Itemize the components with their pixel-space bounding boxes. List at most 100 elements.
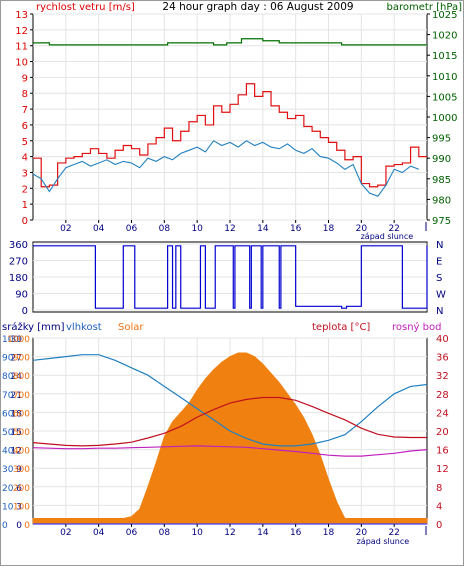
rain-axis-title: srážky [mm] [2, 321, 65, 333]
hour-tick-label: 20 [356, 224, 368, 234]
baro-tick-label: 1005 [432, 92, 457, 103]
wind-average-line [32, 140, 419, 197]
direction-tick-label: 90 [15, 290, 28, 301]
solar-tick-label: 0 [24, 521, 30, 531]
solar-tick-label: 600 [13, 409, 30, 419]
temperature-tick-label: 0 [436, 520, 442, 531]
solar-tick-label: 1000 [7, 335, 30, 345]
wind-tick-label: 9 [22, 73, 28, 84]
hour-tick-label: 06 [126, 224, 138, 234]
baro-tick-label: 1020 [432, 31, 457, 42]
baro-tick-label: 1025 [432, 10, 457, 21]
wind-tick-label: 5 [22, 137, 28, 148]
hour-tick-label: 16 [290, 528, 302, 538]
humidity-tick-label: 50 [2, 428, 14, 438]
compass-tick-label: E [436, 257, 442, 268]
hour-tick-label: 04 [93, 224, 105, 234]
humidity-tick-label: 0 [2, 521, 8, 531]
baro-tick-label: 985 [432, 175, 451, 186]
wind-direction-line [33, 245, 428, 309]
temperature-tick-label: 24 [436, 408, 449, 419]
compass-tick-label: N [436, 240, 443, 251]
rain-tick-label: 30 [11, 335, 23, 345]
baro-tick-label: 1010 [432, 72, 457, 83]
solar-tick-label: 900 [13, 354, 30, 364]
solar-tick-label: 100 [13, 502, 30, 512]
rain-tick-label: 0 [16, 521, 22, 531]
panel-temperature-humidity-solar: 0369121518212427300102030405060708090100… [2, 334, 449, 546]
humidity-axis-title: vlhkost [66, 322, 102, 333]
temperature-tick-label: 12 [436, 464, 449, 475]
wind-tick-label: 1 [22, 200, 28, 211]
hour-tick-label: 14 [257, 528, 269, 538]
hour-tick-label: 12 [224, 528, 235, 538]
humidity-tick-label: 90 [2, 354, 14, 364]
hour-tick-label: 20 [356, 528, 368, 538]
rain-tick-label: 27 [11, 354, 22, 364]
baro-tick-label: 980 [432, 195, 451, 206]
solar-tick-label: 400 [13, 447, 30, 457]
wind-tick-label: 13 [15, 10, 28, 21]
baro-tick-label: 995 [432, 134, 451, 145]
solar-axis-title: Solar [118, 322, 144, 333]
sunset-marker: západ slunce [361, 232, 414, 241]
temperature-tick-label: 32 [436, 371, 449, 382]
baro-tick-label: 990 [432, 154, 451, 165]
sunset-marker: západ slunce [357, 537, 410, 546]
humidity-tick-label: 40 [2, 447, 14, 457]
rain-tick-label: 18 [11, 409, 23, 419]
direction-tick-label: 0 [22, 306, 28, 317]
rain-tick-label: 9 [16, 465, 22, 475]
wind-speed-line [33, 83, 427, 188]
humidity-tick-label: 80 [2, 372, 14, 382]
hour-tick-label: 10 [191, 528, 203, 538]
chart-title: 24 hour graph day : 06 August 2009 [162, 1, 353, 13]
hour-tick-label: 12 [224, 224, 235, 234]
hour-tick-label: 04 [93, 528, 105, 538]
dewpoint-axis-title: rosný bod [392, 321, 441, 333]
solar-tick-label: 500 [13, 428, 30, 438]
direction-tick-label: 360 [9, 240, 28, 251]
wind-tick-label: 11 [15, 42, 28, 53]
wind-tick-label: 6 [22, 121, 28, 132]
temperature-tick-label: 4 [436, 501, 442, 512]
hour-tick-label: 18 [323, 224, 335, 234]
baro-tick-label: 1000 [432, 113, 457, 124]
compass-tick-label: W [436, 290, 446, 301]
wind-tick-label: 12 [15, 26, 28, 37]
rain-tick-label: 21 [11, 391, 22, 401]
hour-tick-label: 02 [60, 528, 71, 538]
solar-tick-label: 700 [13, 391, 30, 401]
temperature-tick-label: 20 [436, 427, 449, 438]
dewpoint-line [32, 445, 428, 457]
wind-tick-label: 3 [22, 168, 28, 179]
baro-axis-title: barometr [hPa] [387, 2, 463, 13]
temperature-tick-label: 36 [436, 353, 449, 364]
direction-tick-label: 270 [9, 257, 28, 268]
temperature-line [32, 396, 427, 447]
solar-tick-label: 300 [13, 465, 30, 475]
rain-tick-label: 24 [11, 372, 23, 382]
wind-tick-label: 4 [22, 153, 28, 164]
hour-tick-label: 22 [388, 528, 399, 538]
compass-tick-label: N [436, 306, 443, 317]
rain-tick-label: 12 [11, 447, 22, 457]
hour-tick-label: 10 [191, 224, 203, 234]
wind-tick-label: 2 [22, 184, 28, 195]
wind-tick-label: 0 [22, 216, 28, 227]
humidity-tick-label: 20 [2, 484, 14, 494]
humidity-tick-label: 30 [2, 465, 14, 475]
solar-area [32, 352, 428, 525]
temperature-axis-title: teplota [°C] [312, 322, 370, 333]
hour-tick-label: 14 [257, 224, 269, 234]
hour-tick-label: 08 [159, 224, 171, 234]
humidity-line [32, 354, 428, 447]
hour-tick-label: 18 [323, 528, 335, 538]
wind-tick-label: 7 [22, 105, 28, 116]
hour-tick-label: 08 [159, 528, 171, 538]
humidity-tick-label: 10 [2, 502, 14, 512]
hour-tick-label: 02 [60, 224, 71, 234]
panel-wind-baro: 0123456789101112139759809859909951000100… [15, 10, 457, 241]
hour-tick-label: 16 [290, 224, 302, 234]
